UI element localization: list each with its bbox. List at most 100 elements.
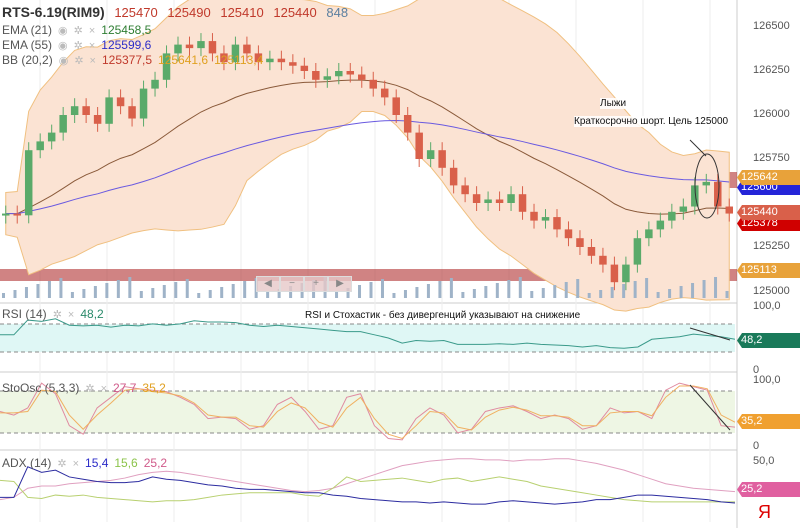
sto-legend: StoOsc (5,3,3) ✲ × 27,7 35,2: [2, 381, 172, 395]
ema21-line: [5, 79, 730, 215]
gear-icon[interactable]: ✲: [74, 55, 84, 67]
candle: [220, 53, 228, 63]
eye-icon[interactable]: ◉: [58, 40, 68, 52]
volume-bar: [587, 293, 591, 298]
price-tick: 125750: [753, 152, 790, 164]
close-icon[interactable]: ×: [88, 25, 96, 37]
price-tick: 125000: [753, 285, 790, 297]
volume-bar: [714, 277, 718, 298]
annotation-ski: Лыжи: [600, 98, 627, 109]
volume-bar: [564, 282, 568, 298]
volume-bar: [185, 279, 189, 298]
volume-bar: [679, 286, 683, 298]
volume-bar: [2, 293, 5, 298]
volume-bar: [128, 277, 132, 298]
volume-bar: [507, 280, 511, 298]
scroll-right-button[interactable]: ▶: [328, 276, 352, 292]
candle: [289, 62, 297, 66]
volume-bar: [243, 281, 247, 298]
volume-bar: [530, 291, 534, 298]
candle: [151, 79, 159, 89]
volume-bar: [105, 283, 109, 298]
candle: [679, 206, 688, 212]
rsi-value: 48,2: [80, 307, 104, 321]
rsi-trendline: [689, 327, 731, 341]
candle: [622, 264, 630, 283]
candle: [13, 213, 21, 216]
eye-icon[interactable]: ◉: [58, 55, 69, 67]
adx-legend: ADX (14) ✲ × 15,4 15,6 25,2: [2, 456, 173, 470]
close-icon[interactable]: ×: [67, 309, 75, 321]
volume-bar: [495, 283, 499, 298]
candle: [656, 220, 665, 230]
gear-icon[interactable]: ✲: [73, 25, 83, 37]
close-icon[interactable]: ×: [89, 55, 96, 67]
candle: [139, 88, 148, 119]
candle: [47, 132, 56, 142]
candle: [633, 238, 642, 265]
eye-icon[interactable]: ◉: [58, 25, 68, 37]
candle: [93, 115, 102, 124]
volume-bar: [139, 291, 143, 298]
di-minus-value: 25,2: [143, 456, 168, 470]
volume-bar: [622, 284, 626, 298]
ema55-line: [5, 120, 730, 215]
volume-bar: [59, 278, 63, 298]
sto-trendline: [689, 384, 731, 431]
candle: [541, 217, 550, 221]
volume-bar: [518, 277, 522, 298]
candle: [312, 71, 320, 80]
gear-icon[interactable]: ✲: [73, 40, 83, 52]
rsi-min: 0: [753, 364, 760, 376]
volume-bar: [93, 286, 97, 298]
bb-mid-value: 125377,5: [101, 53, 153, 67]
candle: [24, 150, 33, 216]
candle: [369, 79, 377, 89]
volume-bar: [438, 281, 442, 298]
gear-icon[interactable]: ✲: [52, 309, 62, 321]
candle: [702, 181, 711, 186]
candle: [564, 229, 573, 239]
sto-label: StoOsc (5,3,3): [2, 381, 80, 395]
gear-icon[interactable]: ✲: [85, 383, 95, 395]
candle: [530, 211, 538, 221]
candle: [346, 71, 355, 75]
zoom-in-button[interactable]: +: [304, 276, 328, 292]
volume-bar: [668, 289, 672, 298]
candle: [231, 44, 240, 63]
bb-label: BB (20,2): [2, 53, 53, 67]
bollinger-band: [5, 0, 730, 312]
close-icon[interactable]: ×: [100, 383, 108, 395]
volume-bar: [47, 281, 51, 298]
candle: [518, 194, 527, 212]
candle: [335, 71, 343, 77]
gear-icon[interactable]: ✲: [57, 458, 67, 470]
zoom-out-button[interactable]: −: [280, 276, 304, 292]
volume-bar: [335, 291, 339, 298]
volume-bar: [220, 287, 224, 298]
candle: [36, 141, 44, 151]
volume-bar: [358, 285, 362, 298]
candle: [128, 106, 136, 119]
rsi-label: RSI (14): [2, 307, 47, 321]
volume-value: 848: [326, 5, 349, 20]
yandex-logo: Я: [758, 502, 771, 522]
scroll-left-button[interactable]: ◀: [256, 276, 280, 292]
close-icon[interactable]: ×: [72, 458, 80, 470]
close-icon[interactable]: ×: [88, 40, 96, 52]
adx-level: 50,0: [753, 455, 775, 467]
rsi-max: 100,0: [753, 300, 781, 312]
candle: [725, 206, 733, 214]
volume-bar: [346, 288, 350, 298]
candle: [507, 194, 515, 203]
candle: [668, 211, 676, 221]
volume-bar: [151, 288, 155, 298]
candle: [300, 65, 309, 71]
volume-bar: [449, 278, 453, 298]
volume-bar: [36, 284, 40, 298]
volume-bar: [645, 278, 649, 298]
volume-bar: [289, 286, 293, 298]
ema55-legend: EMA (55) ◉ ✲ × 125599,6: [2, 38, 157, 52]
volume-bar: [208, 290, 212, 298]
